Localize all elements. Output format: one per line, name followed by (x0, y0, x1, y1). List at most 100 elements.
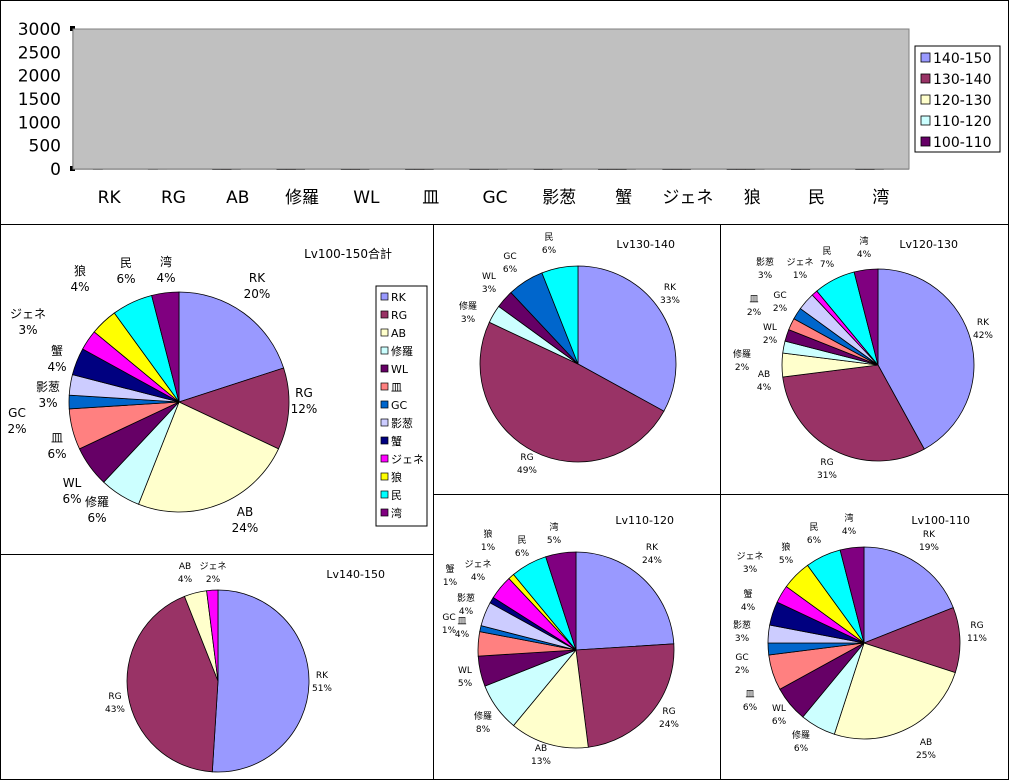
pie-slice-RG (177, 367, 290, 450)
pie-label-percent: 6% (794, 744, 809, 754)
x-tick-label: 蟹 (615, 188, 632, 208)
x-tick-label: AB (226, 188, 249, 208)
x-tick-label: 影葱 (542, 188, 576, 208)
pie-data-label: RK 19% (919, 530, 939, 553)
pie-label-category: GC (8, 406, 26, 420)
pie-data-label: 修羅 6% (85, 494, 109, 525)
pie-data-label: 皿 4% (455, 617, 470, 640)
pie-label-percent: 6% (47, 447, 66, 461)
x-tick-label: 皿 (422, 188, 439, 208)
pie-chart-lv110-120: Lv110-120RK24%RG24%AB13%修羅8%WL5%皿4%GC1%影… (442, 514, 680, 767)
pie-data-label: ジェネ 4% (464, 559, 491, 583)
pie-label-category: AB (237, 505, 253, 519)
pie-slice-RK (575, 551, 675, 651)
pie-label-percent: 4% (459, 607, 474, 617)
pie-slice-RG (479, 321, 665, 463)
pie-label-category: 修羅 (459, 300, 477, 312)
pie-label-percent: 3% (461, 315, 476, 325)
pie-chart-lv120-130: Lv120-130RK42%RG31%AB4%修羅2%WL2%皿2%GC2%影葱… (733, 235, 993, 481)
pie-label-category: 影葱 (457, 592, 475, 604)
bar-chart: 0 500 1000 1500 2000 2500 3000 RK RG AB 修羅 WL 皿 GC 影葱… (18, 20, 1001, 208)
y-tick-label: 2500 (18, 43, 61, 63)
pie-slice-湾 (151, 291, 180, 403)
pie-label-percent: 3% (18, 323, 37, 337)
pie-label-percent: 24% (232, 521, 259, 535)
pie-label-category: 湾 (844, 512, 853, 524)
pie-label-percent: 4% (178, 575, 193, 585)
pie-data-label: 修羅 3% (459, 300, 477, 325)
pie-label-percent: 1% (481, 543, 496, 553)
legend-label: 蟹 (391, 434, 402, 448)
legend-swatch (920, 136, 931, 147)
pie-label-percent: 3% (482, 285, 497, 295)
pie-slice-湾 (839, 546, 865, 644)
legend-label: RG (391, 309, 407, 322)
pie-data-label: 皿 6% (47, 431, 66, 461)
pie-label-percent: 6% (772, 717, 787, 727)
pie-label-category: 修羅 (85, 494, 109, 509)
pie-data-label: 狼 5% (779, 541, 794, 566)
x-tick-label: WL (353, 188, 380, 208)
pie-label-category: RK (923, 530, 936, 540)
pie-label-category: 影葱 (36, 380, 60, 394)
pie-label-category: GC (773, 291, 786, 301)
pie-label-percent: 12% (291, 402, 318, 416)
pie-label-percent: 2% (747, 308, 762, 318)
pie-label-category: 民 (809, 522, 818, 533)
pie-title: Lv100-110 (911, 514, 970, 527)
pie-label-category: ジェネ (736, 551, 763, 562)
pie-label-percent: 25% (916, 751, 936, 761)
pie-data-label: 蟹 1% (443, 563, 458, 588)
pie-title: Lv140-150 (326, 568, 385, 581)
pie-label-percent: 2% (7, 422, 26, 436)
pie-label-category: AB (758, 370, 770, 380)
pie-label-category: 蟹 (445, 563, 454, 575)
pie-data-label: 湾 4% (842, 512, 857, 537)
pie-slice-RK (178, 291, 285, 403)
pie-label-category: RG (662, 707, 675, 717)
legend-swatch (380, 472, 389, 481)
pie-label-percent: 33% (660, 296, 680, 306)
pie-title: Lv110-120 (615, 514, 674, 527)
pie-data-label: AB 4% (178, 562, 193, 585)
legend-swatch (380, 418, 389, 427)
legend-swatch (380, 454, 389, 463)
pie-data-label: WL 2% (763, 323, 778, 346)
pie-label-category: AB (920, 738, 932, 748)
pie-label-category: RG (520, 453, 533, 463)
pie-data-label: GC 2% (773, 291, 788, 314)
pie-data-label: 皿 2% (747, 295, 762, 318)
pie-label-percent: 5% (547, 536, 562, 546)
pie-data-label: 影葱 3% (733, 619, 751, 644)
pie-label-category: ジェネ (786, 257, 813, 268)
pie-slice-湾 (545, 551, 577, 651)
x-tick-label: GC (482, 188, 507, 208)
pie-label-percent: 4% (741, 603, 756, 613)
pie-data-label: RG 43% (105, 692, 125, 715)
x-tick-label: 狼 (744, 188, 761, 208)
pie-label-percent: 8% (476, 725, 491, 735)
pie-data-label: 蟹 4% (741, 588, 756, 613)
pie-slice-RK (863, 546, 954, 644)
pie-label-percent: 6% (743, 703, 758, 713)
pie-slice-RG (782, 364, 925, 462)
pie-data-label: 影葱 4% (457, 592, 475, 617)
pie-label-category: 狼 (483, 528, 492, 540)
pie-data-label: 修羅 8% (474, 710, 492, 735)
pie-data-label: 影葱 3% (756, 256, 774, 281)
pie-data-label: WL 3% (482, 272, 497, 295)
legend-label: 140-150 (933, 51, 992, 67)
pie-label-percent: 5% (779, 556, 794, 566)
pie-data-label: WL 6% (772, 704, 787, 727)
pie-slice-AB (137, 401, 280, 513)
pie-label-percent: 11% (967, 634, 987, 644)
pie-label-percent: 2% (773, 304, 788, 314)
pie-data-label: AB 25% (916, 738, 936, 761)
legend-swatch (920, 94, 931, 105)
pie-label-percent: 2% (206, 575, 221, 585)
pie-label-category: RG (970, 621, 983, 631)
pie-label-percent: 2% (763, 336, 778, 346)
pie-label-percent: 5% (458, 679, 473, 689)
pie-data-label: RK 42% (973, 318, 993, 341)
